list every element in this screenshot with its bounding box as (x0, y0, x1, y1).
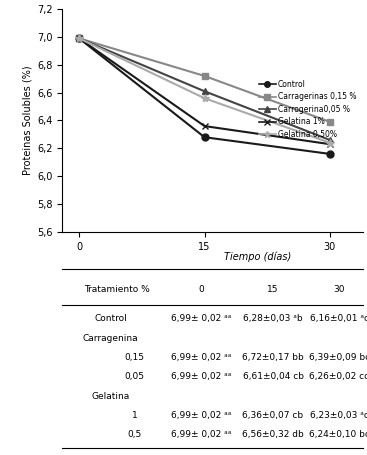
Y-axis label: Proteinas Solubles (%): Proteinas Solubles (%) (23, 66, 33, 175)
Text: 6,36±0,07 cb: 6,36±0,07 cb (243, 411, 304, 420)
Text: 15: 15 (267, 285, 279, 293)
Text: 6,39±0,09 bc: 6,39±0,09 bc (309, 353, 367, 362)
Text: Tratamiento %: Tratamiento % (84, 285, 149, 293)
Control (202, 135, 207, 140)
Line: Carragerinas 0,15 %: Carragerinas 0,15 % (76, 35, 333, 126)
Gelatina 1% (328, 142, 332, 147)
Line: Control: Control (76, 35, 333, 157)
Text: 6,99± 0,02 ᵃᵃ: 6,99± 0,02 ᵃᵃ (171, 430, 231, 439)
Gelatina 0,50% (77, 35, 81, 41)
Line: Gelatina 1%: Gelatina 1% (76, 35, 333, 147)
Text: 6,16±0,01 ᵃc: 6,16±0,01 ᵃc (310, 314, 367, 324)
Text: 1: 1 (132, 411, 138, 420)
Carragerinas 0,15 % (328, 119, 332, 125)
Text: 6,99± 0,02 ᵃᵃ: 6,99± 0,02 ᵃᵃ (171, 314, 231, 324)
Text: 6,61±0,04 cb: 6,61±0,04 cb (243, 372, 304, 381)
Gelatina 0,50% (328, 140, 332, 146)
Legend: Control, Carragerinas 0,15 %, Carrogerina0,05 %, Gelatina 1%, Gelatina 0,50%: Control, Carragerinas 0,15 %, Carrogerin… (256, 77, 360, 142)
Carrogerina0,05 % (202, 89, 207, 94)
Line: Carrogerina0,05 %: Carrogerina0,05 % (76, 35, 333, 143)
Text: 6,56±0,32 db: 6,56±0,32 db (242, 430, 304, 439)
Text: 6,24±0,10 bc: 6,24±0,10 bc (309, 430, 367, 439)
Text: 6,99± 0,02 ᵃᵃ: 6,99± 0,02 ᵃᵃ (171, 353, 231, 362)
Text: 0,15: 0,15 (125, 353, 145, 362)
Carragerinas 0,15 % (77, 35, 81, 41)
Text: 0,5: 0,5 (127, 430, 142, 439)
Text: Control: Control (94, 314, 127, 324)
Text: 6,23±0,03 ᵃc: 6,23±0,03 ᵃc (310, 411, 367, 420)
Text: 6,99± 0,02 ᵃᵃ: 6,99± 0,02 ᵃᵃ (171, 372, 231, 381)
Text: Carragenina: Carragenina (83, 334, 138, 343)
Gelatina 0,50% (202, 96, 207, 101)
Control (77, 35, 81, 41)
Text: 0: 0 (198, 285, 204, 293)
Gelatina 1% (202, 123, 207, 129)
Text: 6,72±0,17 bb: 6,72±0,17 bb (242, 353, 304, 362)
Text: Tiempo (días): Tiempo (días) (224, 252, 292, 262)
Text: 6,28±0,03 ᵃb: 6,28±0,03 ᵃb (243, 314, 303, 324)
Text: 0,05: 0,05 (125, 372, 145, 381)
Text: 6,99± 0,02 ᵃᵃ: 6,99± 0,02 ᵃᵃ (171, 411, 231, 420)
Carrogerina0,05 % (328, 137, 332, 143)
Text: 6,26±0,02 cc: 6,26±0,02 cc (309, 372, 367, 381)
Control (328, 151, 332, 157)
Gelatina 1% (77, 35, 81, 41)
Text: 30: 30 (334, 285, 345, 293)
Text: Gelatina: Gelatina (91, 392, 130, 401)
Line: Gelatina 0,50%: Gelatina 0,50% (75, 34, 334, 147)
Carrogerina0,05 % (77, 35, 81, 41)
Carragerinas 0,15 % (202, 73, 207, 79)
